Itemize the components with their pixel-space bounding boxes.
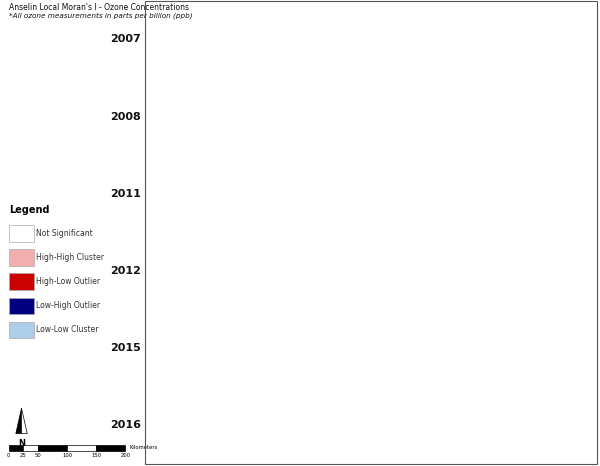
Text: 50: 50 bbox=[34, 453, 41, 458]
Text: 25: 25 bbox=[20, 453, 26, 458]
Text: 2015: 2015 bbox=[110, 343, 141, 353]
Text: 2012: 2012 bbox=[110, 266, 141, 276]
Text: Legend: Legend bbox=[8, 205, 49, 214]
Bar bbox=[23, 445, 38, 451]
Text: Anselin Local Moran's I - Ozone Concentrations: Anselin Local Moran's I - Ozone Concentr… bbox=[8, 3, 188, 12]
Text: 2008: 2008 bbox=[110, 112, 141, 122]
Text: 2011: 2011 bbox=[110, 189, 141, 199]
Text: 2007: 2007 bbox=[110, 34, 141, 44]
Polygon shape bbox=[16, 408, 22, 433]
Text: N: N bbox=[18, 439, 25, 448]
Bar bbox=[8, 249, 34, 266]
Text: 100: 100 bbox=[62, 453, 72, 458]
Text: Low-High Outlier: Low-High Outlier bbox=[36, 301, 100, 310]
Text: 200: 200 bbox=[120, 453, 130, 458]
Bar bbox=[96, 445, 125, 451]
Text: Kilometers: Kilometers bbox=[130, 445, 158, 451]
Bar bbox=[8, 226, 34, 241]
Bar bbox=[8, 274, 34, 290]
Bar bbox=[8, 322, 34, 338]
Text: 0: 0 bbox=[7, 453, 10, 458]
Text: Low-Low Cluster: Low-Low Cluster bbox=[36, 325, 98, 334]
Bar bbox=[8, 298, 34, 314]
Text: High-High Cluster: High-High Cluster bbox=[36, 253, 104, 262]
Text: *All ozone measurements in parts per billion (ppb): *All ozone measurements in parts per bil… bbox=[8, 13, 193, 19]
Polygon shape bbox=[22, 408, 27, 433]
Bar bbox=[38, 445, 67, 451]
Text: Not Significant: Not Significant bbox=[36, 229, 92, 238]
Text: High-Low Outlier: High-Low Outlier bbox=[36, 277, 100, 286]
Text: 150: 150 bbox=[91, 453, 101, 458]
Bar bbox=[8, 445, 23, 451]
Bar bbox=[67, 445, 96, 451]
Text: 2016: 2016 bbox=[110, 420, 141, 430]
